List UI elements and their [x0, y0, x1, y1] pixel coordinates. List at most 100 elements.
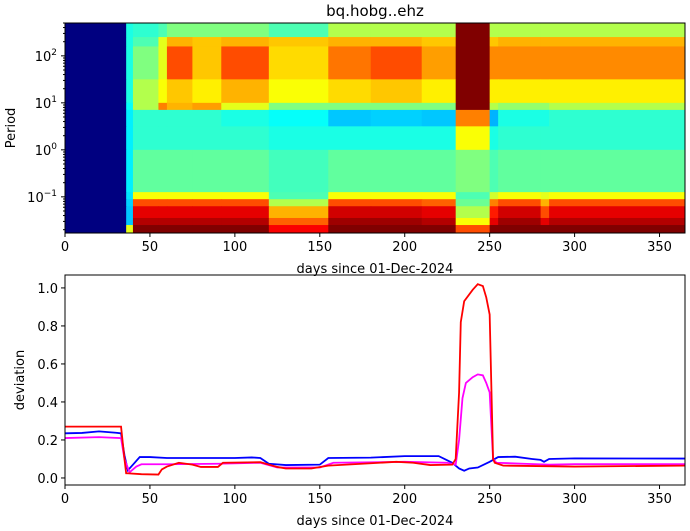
heatmap-cell [192, 149, 222, 193]
heatmap-cell [126, 109, 134, 127]
heatmap-cell [132, 217, 159, 226]
heatmap-cell [132, 37, 159, 47]
heatmap-cell [421, 192, 457, 200]
heatmap-cell [328, 126, 372, 151]
heatmap-cell [221, 199, 270, 207]
heatmap-cell [421, 102, 457, 111]
heatmap-cell [421, 199, 457, 207]
heatmap-cell [498, 46, 542, 80]
heatmap-cell [158, 109, 168, 127]
heatmap-cell [132, 22, 159, 38]
bottom-axes-frame [64, 274, 686, 486]
heatmap-cell [328, 199, 372, 207]
heatmap-cell [268, 126, 329, 151]
heatmap-cell [421, 37, 457, 47]
heatmap-cell [268, 206, 329, 219]
heatmap-cell [540, 225, 550, 234]
heatmap-cell [549, 126, 686, 151]
heatmap-cell [540, 149, 550, 193]
heatmap-cell [498, 126, 542, 151]
heatmap-cell [158, 37, 168, 47]
heatmap-cell [421, 225, 457, 234]
heatmap-cell [370, 79, 423, 104]
heatmap-cell [65, 79, 127, 104]
heatmap-cell [540, 102, 550, 111]
heatmap-cell [489, 199, 499, 207]
heatmap-cell [370, 109, 423, 127]
x-tick-label: 250 [477, 492, 502, 507]
heatmap-cell [268, 149, 329, 193]
heatmap-cell [221, 225, 270, 234]
heatmap-cell [132, 126, 159, 151]
top-axes-frame [64, 22, 686, 234]
heatmap-cell [192, 225, 222, 234]
heatmap-cell [328, 225, 372, 234]
heatmap-cell [221, 109, 270, 127]
heatmap-cell [268, 225, 329, 234]
heatmap-cell [166, 22, 193, 38]
x-tick-label: 300 [562, 492, 587, 507]
x-tick-label: 150 [307, 492, 332, 507]
heatmap-cell [455, 46, 491, 80]
heatmap-cell [192, 126, 222, 151]
heatmap-cell [132, 206, 159, 219]
heatmap-cell [540, 37, 550, 47]
heatmap-cell [540, 79, 550, 104]
heatmap-cell [421, 22, 457, 38]
top-x-axis-label: days since 01-Dec-2024 [297, 262, 454, 277]
top-y-axis-label: Period [4, 108, 19, 149]
heatmap-cell [370, 37, 423, 47]
x-tick-label: 350 [647, 240, 672, 255]
y-tick-label: 101 [35, 95, 57, 112]
heatmap-cell [549, 225, 686, 234]
heatmap-cell [498, 225, 542, 234]
y-tick-label: 10−1 [27, 189, 57, 206]
heatmap-cell [549, 109, 686, 127]
heatmap-cell [370, 22, 423, 38]
heatmap-cell [421, 217, 457, 226]
heatmap-cell [126, 22, 134, 38]
heatmap-cell [489, 206, 499, 219]
heatmap-cell [370, 225, 423, 234]
y-tick-label: 0.4 [37, 396, 58, 411]
x-tick-label: 250 [477, 240, 502, 255]
heatmap-cell [549, 192, 686, 200]
heatmap-cell [455, 79, 491, 104]
heatmap-cell [166, 126, 193, 151]
heatmap-cell [328, 217, 372, 226]
heatmap-cell [370, 102, 423, 111]
heatmap-cell [328, 206, 372, 219]
heatmap-cell [166, 199, 193, 207]
heatmap-cell [132, 149, 159, 193]
heatmap-cell [498, 217, 542, 226]
heatmap-cell [221, 46, 270, 80]
heatmap-cell [65, 102, 127, 111]
heatmap-cell [126, 217, 134, 226]
heatmap-cell [166, 79, 193, 104]
heatmap-cell [192, 206, 222, 219]
heatmap-cell [421, 79, 457, 104]
heatmap-cell [132, 192, 159, 200]
heatmap-cell [455, 192, 491, 200]
heatmap-cell [221, 206, 270, 219]
heatmap-cell [221, 149, 270, 193]
heatmap-cell [498, 109, 542, 127]
heatmap-cell [126, 206, 134, 219]
x-tick-label: 100 [222, 492, 247, 507]
heatmap-cell [192, 37, 222, 47]
heatmap-cell [455, 225, 491, 234]
heatmap-cell [132, 79, 159, 104]
heatmap-cell [540, 46, 550, 80]
heatmap-cell [192, 79, 222, 104]
heatmap-cell [192, 109, 222, 127]
heatmap-cell [498, 199, 542, 207]
heatmap-cell [370, 149, 423, 193]
series-line [65, 283, 686, 476]
heatmap-cell [132, 225, 159, 234]
deviation-lines [64, 283, 686, 476]
heatmap-cell [370, 199, 423, 207]
heatmap-cell [489, 79, 499, 104]
heatmap-cell [489, 225, 499, 234]
heatmap-cell [65, 206, 127, 219]
heatmap-cell [166, 109, 193, 127]
